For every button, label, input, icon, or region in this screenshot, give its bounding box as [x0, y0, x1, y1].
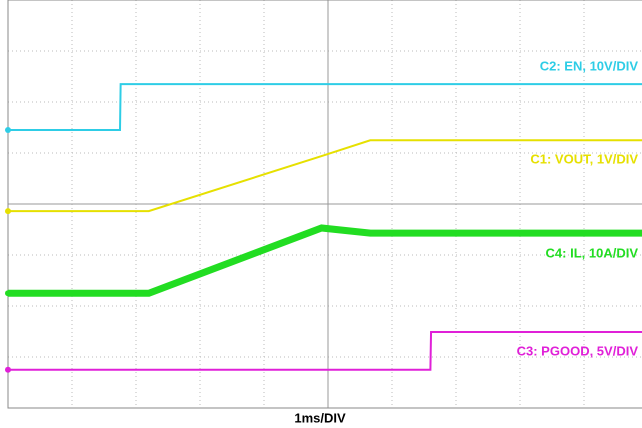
series-label: C2: EN, 10V/DIV: [540, 58, 639, 73]
trace: [8, 224, 642, 297]
series-label: C4: IL, 10A/DIV: [546, 245, 639, 260]
channel-marker: [5, 127, 11, 134]
trace: [8, 139, 642, 213]
trace: [8, 331, 642, 371]
series-label: C3: PGOOD, 5V/DIV: [517, 343, 639, 358]
channel-marker: [5, 290, 11, 297]
trace: [8, 83, 642, 132]
channel-marker: [5, 208, 11, 215]
channel-marker: [5, 366, 11, 373]
x-axis-label: 1ms/DIV: [294, 410, 346, 425]
series-label: C1: VOUT, 1V/DIV: [530, 151, 638, 166]
plot-frame: [7, 0, 642, 409]
